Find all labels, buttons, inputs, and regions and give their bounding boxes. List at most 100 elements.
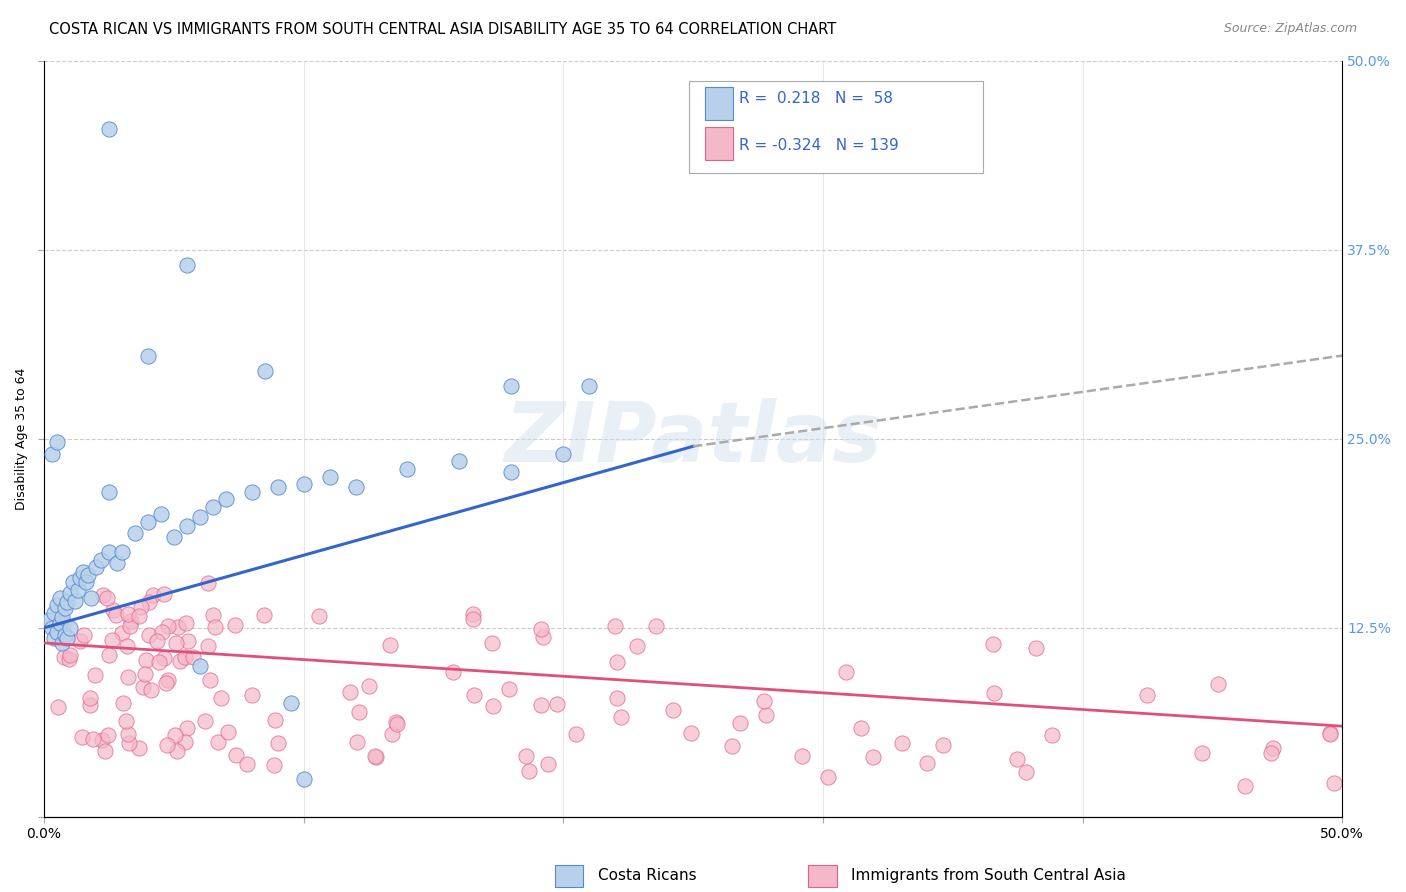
Point (148, 655, 170, 669)
Point (188, 658, 211, 673)
Point (53, 601, 76, 615)
Point (84, 560, 107, 574)
Point (396, 462, 419, 476)
Point (215, 492, 238, 507)
Point (136, 515, 159, 529)
Point (101, 633, 124, 648)
Point (51, 615, 73, 630)
Point (449, 454, 471, 468)
Point (530, 623, 553, 637)
Point (97, 545, 120, 559)
Point (124, 525, 146, 540)
Point (117, 670, 139, 684)
Point (156, 619, 179, 633)
Point (481, 636, 503, 650)
Point (53, 628, 76, 642)
Point (1014, 764, 1036, 779)
Point (75, 575, 97, 590)
Point (46, 699, 69, 714)
Point (94, 744, 117, 758)
Point (157, 673, 180, 687)
Point (141, 683, 163, 698)
Point (679, 726, 702, 740)
Point (1191, 746, 1213, 760)
Point (546, 697, 568, 711)
Point (344, 480, 367, 494)
Point (983, 686, 1005, 700)
Point (1263, 741, 1285, 756)
Point (105, 556, 128, 570)
Text: Immigrants from South Central Asia: Immigrants from South Central Asia (851, 869, 1126, 883)
Point (280, 697, 302, 711)
Point (141, 588, 163, 602)
Point (1319, 727, 1341, 741)
Point (347, 705, 370, 719)
Point (463, 607, 485, 622)
Point (578, 379, 600, 393)
Point (111, 626, 134, 640)
Point (932, 738, 955, 752)
Point (66, 582, 89, 597)
Point (862, 749, 884, 764)
Point (176, 519, 198, 533)
Point (96, 591, 118, 606)
Text: Costa Ricans: Costa Ricans (598, 869, 696, 883)
Point (131, 599, 153, 614)
Point (138, 628, 160, 642)
Point (101, 603, 124, 617)
Point (96, 728, 118, 742)
Point (1005, 752, 1028, 766)
Point (115, 714, 138, 729)
Point (553, 447, 575, 461)
Point (364, 749, 387, 764)
Point (1260, 746, 1282, 760)
Point (176, 258, 198, 272)
Point (1040, 728, 1063, 742)
Point (51, 610, 73, 624)
Point (266, 480, 288, 494)
Point (198, 673, 221, 688)
Point (69, 633, 91, 648)
Point (177, 633, 200, 648)
Point (77, 568, 100, 582)
Point (174, 734, 197, 748)
Point (91, 588, 114, 602)
Text: ZIPatlas: ZIPatlas (505, 398, 882, 479)
Point (176, 721, 198, 735)
Point (606, 691, 628, 706)
Point (59, 621, 82, 635)
Point (501, 465, 523, 479)
Point (225, 748, 247, 763)
Point (728, 715, 751, 730)
Point (53, 649, 76, 664)
Point (224, 618, 246, 632)
Point (153, 651, 176, 665)
Point (236, 756, 259, 771)
Point (1323, 776, 1346, 790)
Point (517, 764, 540, 778)
Point (58, 651, 80, 665)
Point (1319, 726, 1341, 740)
Point (173, 650, 195, 665)
Point (1233, 779, 1256, 793)
Point (118, 618, 141, 632)
Point (97, 484, 120, 499)
Point (166, 744, 188, 758)
Point (112, 696, 135, 710)
Point (134, 667, 156, 681)
Text: Source: ZipAtlas.com: Source: ZipAtlas.com (1223, 22, 1357, 36)
Point (38, 613, 60, 627)
Point (163, 530, 186, 544)
Point (41, 447, 63, 461)
Point (441, 665, 464, 679)
Point (253, 607, 276, 622)
Y-axis label: Disability Age 35 to 64: Disability Age 35 to 64 (15, 368, 28, 510)
Point (463, 688, 485, 702)
Point (461, 611, 484, 625)
Point (606, 655, 628, 669)
Point (915, 756, 938, 771)
Point (318, 469, 340, 483)
Point (530, 698, 553, 713)
Point (83, 668, 105, 682)
Point (80, 591, 103, 605)
